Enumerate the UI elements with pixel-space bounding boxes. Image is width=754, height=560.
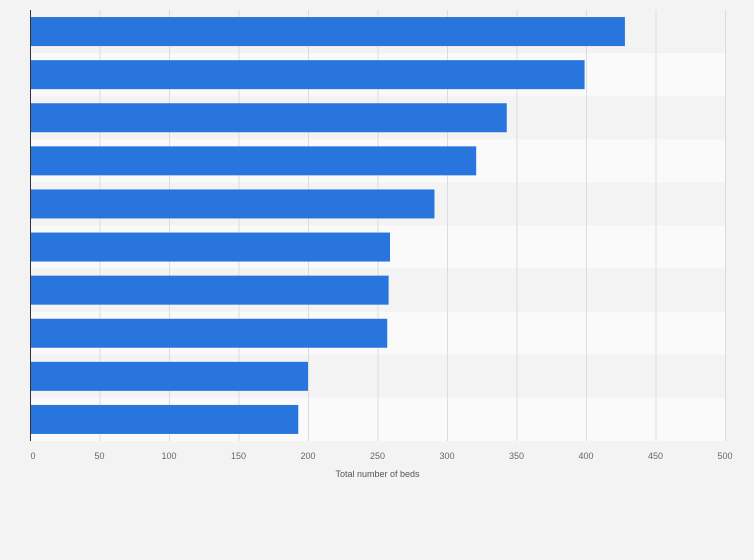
bar[interactable] <box>30 146 477 176</box>
bar[interactable] <box>30 361 308 391</box>
bars <box>30 17 625 434</box>
x-tick-label: 200 <box>300 451 315 461</box>
x-tick-label: 350 <box>509 451 524 461</box>
bar[interactable] <box>30 318 388 348</box>
x-tick-label: 500 <box>717 451 732 461</box>
x-tick-label: 100 <box>161 451 176 461</box>
x-tick-labels: 0 50 100 150 200 250 300 350 400 450 500 <box>30 451 732 461</box>
x-tick-label: 250 <box>370 451 385 461</box>
x-tick-label: 0 <box>30 451 35 461</box>
bar[interactable] <box>30 189 435 219</box>
x-tick-label: 300 <box>439 451 454 461</box>
x-tick-label: 400 <box>578 451 593 461</box>
x-axis-title: Total number of beds <box>335 469 420 479</box>
bar[interactable] <box>30 17 625 47</box>
x-tick-label: 450 <box>648 451 663 461</box>
bar[interactable] <box>30 275 389 305</box>
bar[interactable] <box>30 103 507 133</box>
bar[interactable] <box>30 60 585 90</box>
x-tick-label: 50 <box>94 451 104 461</box>
bar[interactable] <box>30 232 391 262</box>
x-tick-label: 150 <box>231 451 246 461</box>
bar[interactable] <box>30 404 299 434</box>
